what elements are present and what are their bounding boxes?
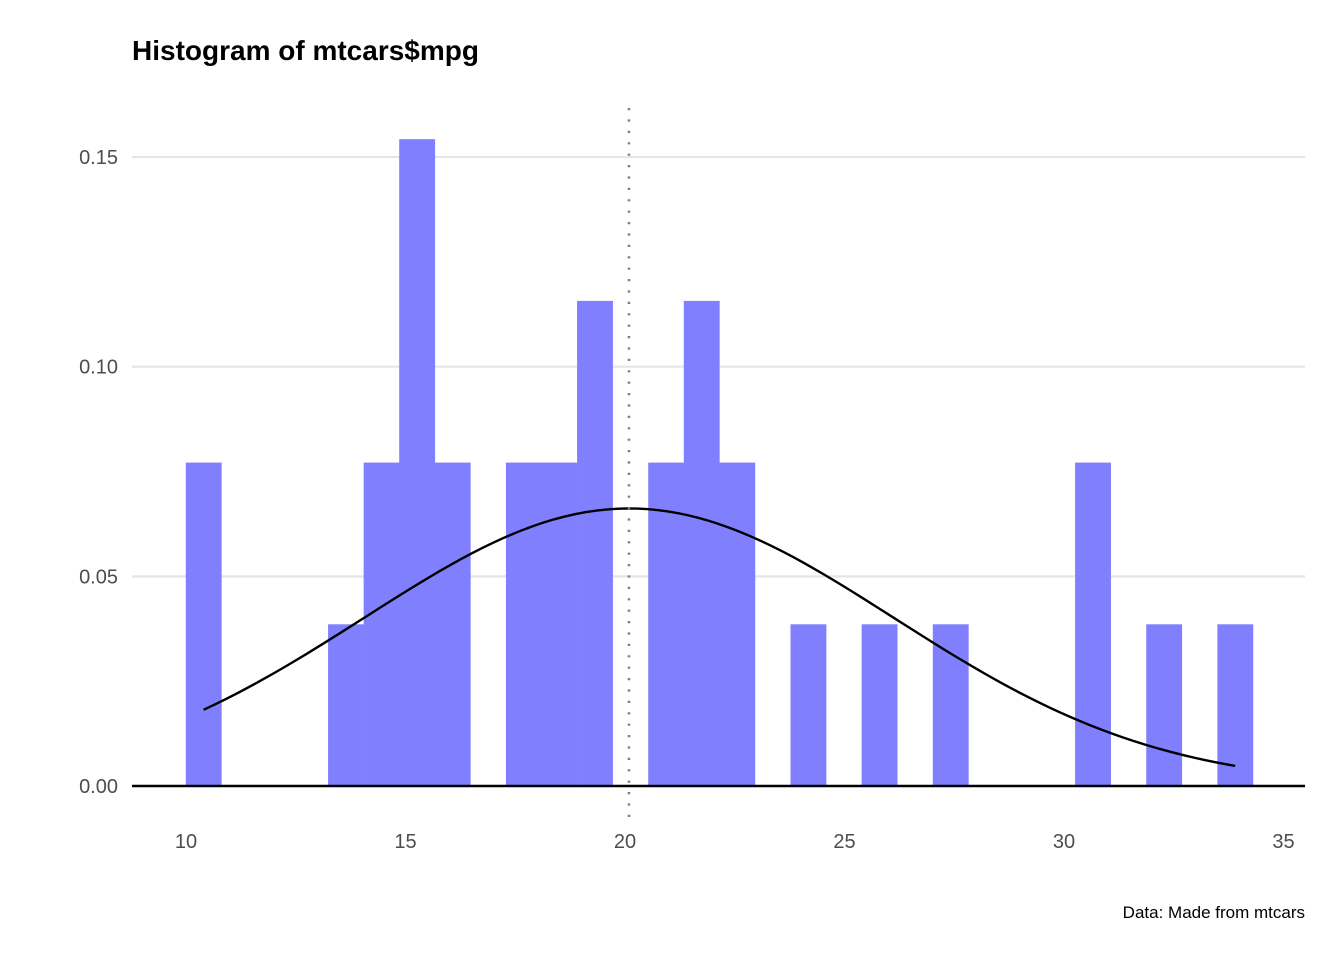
x-tick-label: 30 bbox=[1053, 831, 1075, 853]
histogram-bar bbox=[683, 300, 720, 786]
chart-title: Histogram of mtcars$mpg bbox=[132, 35, 479, 66]
histogram-bar bbox=[790, 624, 827, 786]
x-tick-label: 10 bbox=[175, 831, 197, 853]
histogram-bar bbox=[861, 624, 898, 786]
x-tick-label: 25 bbox=[833, 831, 855, 853]
histogram-bar bbox=[328, 624, 364, 786]
histogram-bar bbox=[1075, 462, 1111, 786]
histogram-bar bbox=[434, 462, 471, 786]
histogram-bar bbox=[1217, 624, 1254, 786]
histogram-bar bbox=[648, 462, 685, 786]
x-tick-label: 35 bbox=[1272, 831, 1294, 853]
normal-curve bbox=[203, 507, 1236, 768]
y-tick-label: 0.15 bbox=[79, 147, 118, 169]
histogram-bar bbox=[185, 462, 222, 786]
x-tick-label: 20 bbox=[614, 831, 636, 853]
histogram-bar bbox=[1146, 624, 1183, 786]
histogram-bar bbox=[541, 462, 578, 786]
x-axis-ticks: 10 15 20 25 30 35 bbox=[175, 831, 1295, 853]
normal-curve-path bbox=[203, 507, 1236, 768]
histogram-bar bbox=[577, 300, 613, 786]
histogram-bar bbox=[399, 139, 436, 787]
y-tick-label: 0.05 bbox=[79, 566, 118, 588]
histogram-bar bbox=[932, 624, 969, 786]
y-tick-label: 0.00 bbox=[79, 776, 118, 798]
histogram-bar bbox=[719, 462, 756, 786]
histogram-bars bbox=[185, 139, 1254, 787]
histogram-bar bbox=[363, 462, 400, 786]
histogram-bar bbox=[505, 462, 542, 786]
y-axis-ticks: 0.00 0.05 0.10 0.15 bbox=[79, 147, 118, 798]
chart-caption: Data: Made from mtcars bbox=[1123, 903, 1305, 922]
y-tick-label: 0.10 bbox=[79, 357, 118, 379]
x-tick-label: 15 bbox=[394, 831, 416, 853]
